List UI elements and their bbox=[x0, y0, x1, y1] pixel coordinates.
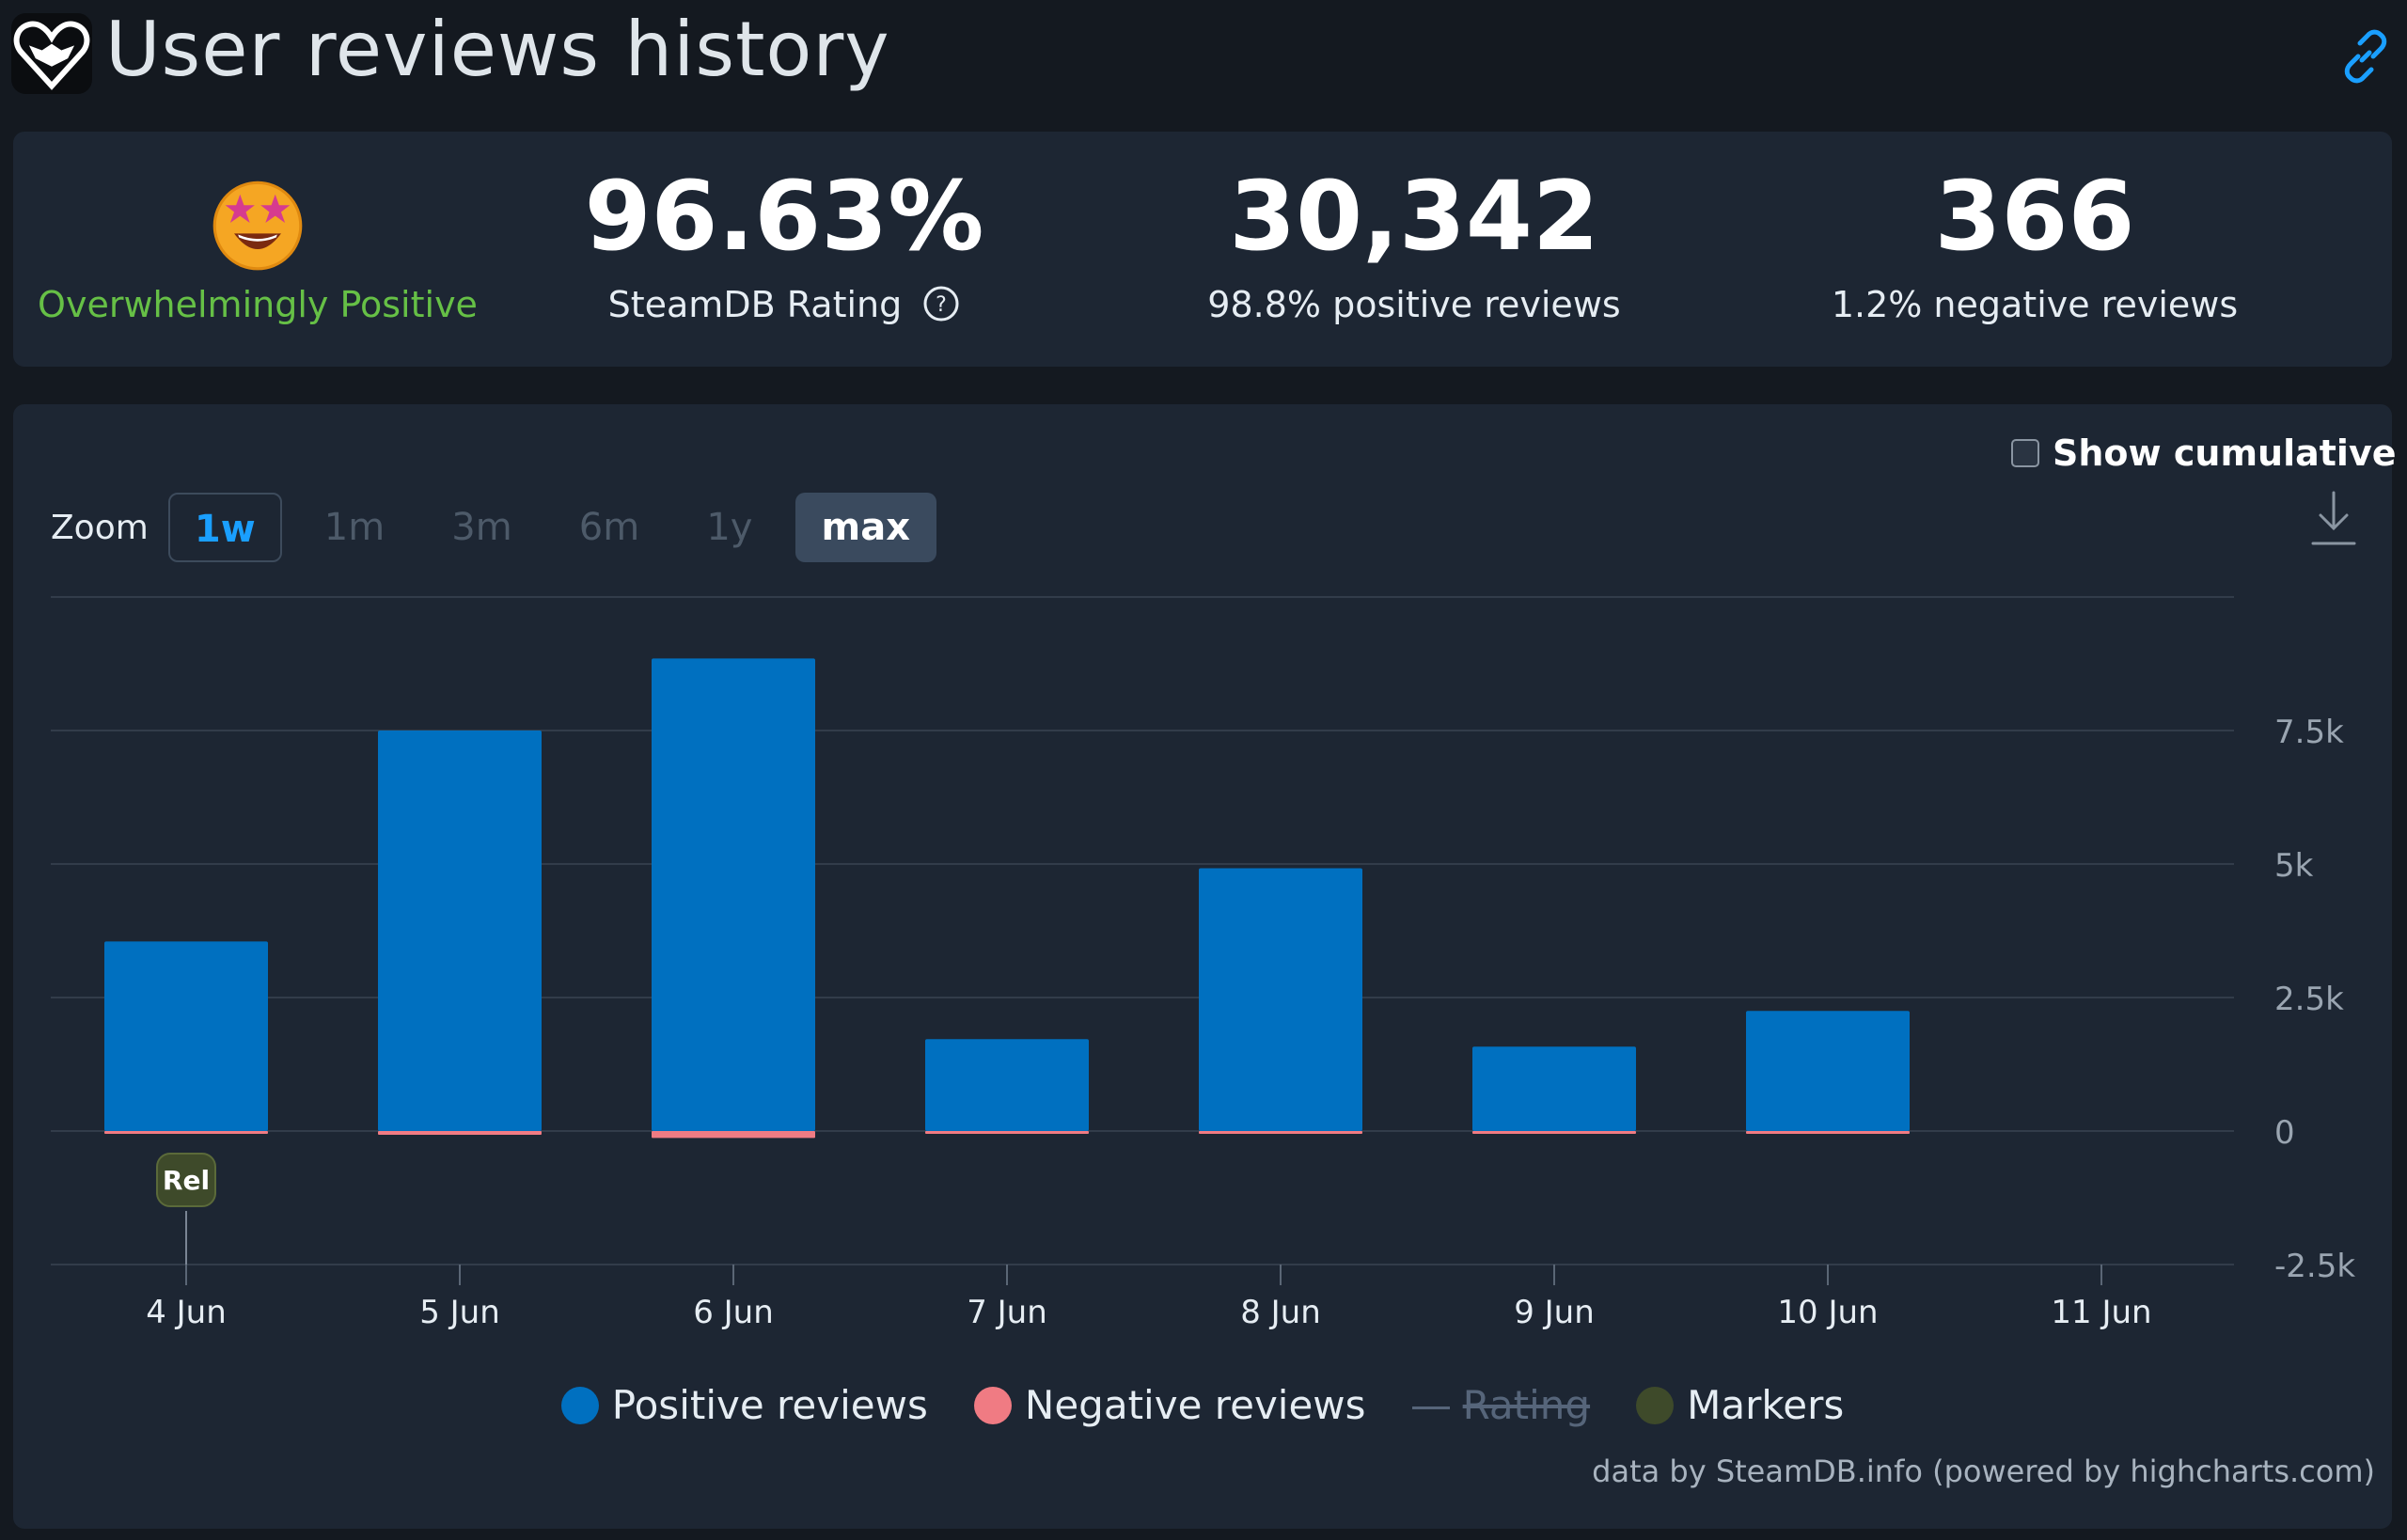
reviews-bar-chart: -2.5k 0 2.5k 5k 7.5k 4 Jun 5 Jun 6 Jun 7 Jun 8 Ju… bbox=[51, 596, 2355, 1331]
zoom-controls: Zoom 1w 1m 3m 6m 1y max bbox=[51, 493, 950, 564]
page-title: User reviews history bbox=[105, 6, 890, 93]
star-struck-emoji-icon bbox=[212, 181, 303, 271]
heart-bat-logo-icon[interactable] bbox=[11, 13, 92, 94]
negative-bar bbox=[925, 1131, 1089, 1134]
show-cumulative-label: Show cumulative bbox=[2053, 432, 2397, 474]
positive-bar bbox=[1199, 868, 1362, 1131]
zoom-max-button[interactable]: max bbox=[794, 493, 937, 562]
legend-negative[interactable]: Negative reviews bbox=[973, 1382, 1366, 1428]
zoom-3m-button[interactable]: 3m bbox=[451, 506, 512, 549]
positive-bar bbox=[652, 658, 815, 1131]
x-tick-label: 9 Jun bbox=[1514, 1294, 1595, 1331]
summary-panel: Overwhelmingly Positive 96.63% SteamDB R… bbox=[13, 132, 2392, 367]
legend-positive[interactable]: Positive reviews bbox=[560, 1382, 928, 1428]
positive-column: 30,342 98.8% positive reviews bbox=[1132, 132, 1696, 367]
negative-bar bbox=[1199, 1131, 1362, 1134]
chart-credits[interactable]: data by SteamDB.info (powered by highcha… bbox=[1592, 1454, 2375, 1489]
zoom-label: Zoom bbox=[51, 508, 149, 547]
marker-badge bbox=[156, 1153, 216, 1207]
x-tick-label: 10 Jun bbox=[1777, 1294, 1878, 1331]
x-tick-label: 8 Jun bbox=[1240, 1294, 1321, 1331]
positive-bar bbox=[104, 941, 268, 1131]
negative-count: 366 bbox=[1934, 161, 2135, 273]
legend-rating-line bbox=[1411, 1406, 1450, 1409]
steamdb-rating-caption: SteamDB Rating ? bbox=[502, 284, 1066, 325]
legend-markers-dot bbox=[1636, 1386, 1675, 1424]
help-icon[interactable]: ? bbox=[922, 285, 960, 322]
x-tick-label: 5 Jun bbox=[419, 1294, 500, 1331]
header: User reviews history bbox=[0, 0, 2407, 122]
negative-bar bbox=[378, 1131, 542, 1135]
rating-word: Overwhelmingly Positive bbox=[38, 284, 478, 325]
zoom-1w-button[interactable]: 1w bbox=[167, 493, 282, 562]
y-tick-label: 0 bbox=[2274, 1114, 2295, 1152]
y-tick-label: -2.5k bbox=[2274, 1248, 2355, 1285]
negative-bar bbox=[1472, 1131, 1636, 1134]
positive-count: 30,342 bbox=[1229, 161, 1599, 273]
legend-rating[interactable]: Rating bbox=[1411, 1382, 1590, 1428]
svg-text:?: ? bbox=[936, 293, 948, 317]
y-tick-label: 2.5k bbox=[2274, 981, 2344, 1018]
negative-label: 1.2% negative reviews bbox=[1831, 284, 2239, 325]
download-icon[interactable] bbox=[2307, 489, 2360, 549]
legend-markers[interactable]: Markers bbox=[1636, 1382, 1844, 1428]
x-tick-label: 7 Jun bbox=[967, 1294, 1047, 1331]
y-tick-label: 7.5k bbox=[2274, 714, 2344, 751]
negative-column: 366 1.2% negative reviews bbox=[1753, 132, 2317, 367]
rating-word-column: Overwhelmingly Positive bbox=[13, 132, 502, 367]
x-tick-label: 11 Jun bbox=[2051, 1294, 2151, 1331]
positive-bar bbox=[1746, 1011, 1910, 1131]
marker-label: Rel bbox=[163, 1165, 210, 1196]
link-icon[interactable] bbox=[2337, 28, 2394, 85]
positive-label: 98.8% positive reviews bbox=[1207, 284, 1621, 325]
x-tick-label: 4 Jun bbox=[146, 1294, 227, 1331]
zoom-1y-button[interactable]: 1y bbox=[706, 506, 753, 549]
x-tick-label: 6 Jun bbox=[693, 1294, 774, 1331]
zoom-6m-button[interactable]: 6m bbox=[578, 506, 640, 549]
legend-positive-dot bbox=[560, 1386, 599, 1424]
show-cumulative-checkbox[interactable] bbox=[2011, 439, 2039, 467]
negative-bar bbox=[1746, 1131, 1910, 1134]
negative-bar bbox=[104, 1131, 268, 1134]
positive-bar bbox=[378, 731, 542, 1131]
legend-negative-dot bbox=[973, 1386, 1012, 1424]
zoom-1m-button[interactable]: 1m bbox=[323, 506, 385, 549]
steamdb-rating-value: 96.63% bbox=[584, 161, 984, 273]
y-tick-label: 5k bbox=[2274, 847, 2314, 885]
negative-bar bbox=[652, 1131, 815, 1139]
steamdb-rating-column: 96.63% SteamDB Rating ? bbox=[502, 132, 1066, 367]
show-cumulative-toggle[interactable]: Show cumulative bbox=[2011, 432, 2397, 479]
steamdb-rating-label: SteamDB Rating bbox=[607, 284, 903, 325]
positive-bar bbox=[1472, 1046, 1636, 1131]
positive-bar bbox=[925, 1039, 1089, 1131]
chart-legend: Positive reviews Negative reviews Rating… bbox=[13, 1382, 2392, 1428]
chart-panel: Show cumulative Zoom 1w 1m 3m 6m 1y max … bbox=[13, 404, 2397, 1529]
